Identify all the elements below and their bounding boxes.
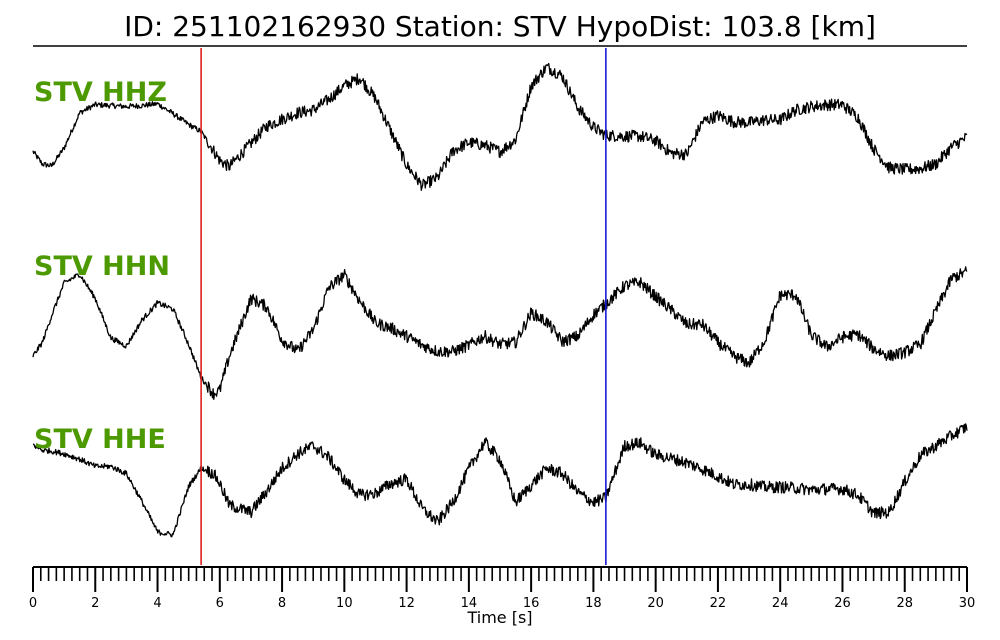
x-tick-label: 14 <box>461 596 478 611</box>
x-tick-label: 16 <box>523 596 540 611</box>
time-axis: 0 2 4 6 8 10 12 14 16 18 20 22 24 26 28 30 <box>29 566 976 611</box>
x-tick-label: 22 <box>710 596 727 611</box>
trace-line-1 <box>32 62 968 191</box>
trace-label-group: STV HHZ STV HHN STV HHE <box>34 77 170 455</box>
x-tick-label: 0 <box>29 596 37 611</box>
x-tick-label: 18 <box>585 596 602 611</box>
x-tick-label: 12 <box>398 596 415 611</box>
x-tick-label: 20 <box>647 596 664 611</box>
phase-marker-group <box>200 48 607 565</box>
x-tick-label: 4 <box>153 596 161 611</box>
trace-label-1: STV HHZ <box>34 77 167 108</box>
trace-group <box>32 62 968 538</box>
trace-line-3 <box>32 423 968 538</box>
trace-line-2 <box>32 266 968 400</box>
x-tick-label: 10 <box>336 596 353 611</box>
x-tick-label: 30 <box>959 596 976 611</box>
x-tick-label: 8 <box>278 596 286 611</box>
x-tick-label: 24 <box>772 596 789 611</box>
x-tick-label: 28 <box>896 596 913 611</box>
x-axis-label: Time [s] <box>466 608 532 627</box>
chart-title: ID: 251102162930 Station: STV HypoDist: … <box>124 10 876 43</box>
trace-label-2: STV HHN <box>34 251 170 282</box>
x-tick-label: 2 <box>91 596 99 611</box>
x-tick-label: 26 <box>834 596 851 611</box>
x-tick-label: 6 <box>216 596 224 611</box>
trace-label-3: STV HHE <box>34 424 166 455</box>
